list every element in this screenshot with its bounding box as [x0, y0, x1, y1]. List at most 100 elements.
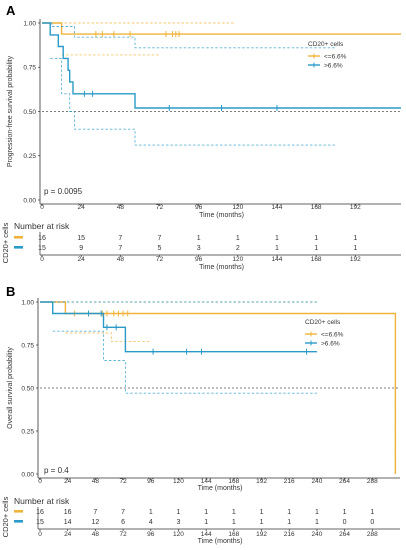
panel-b-y-axis-title: Overall survival probability — [7, 347, 14, 429]
panel-a-x-tick-label: 24 — [78, 204, 86, 211]
panel-b-p-value: p = 0.4 — [44, 466, 69, 475]
panel-b-x-tick-label: 216 — [284, 478, 295, 485]
panel-a-letter: A — [6, 3, 16, 18]
panel-a-risk-count-low: 1 — [197, 235, 201, 242]
panel-b-legend-label-high: >6.6% — [321, 340, 340, 347]
panel-b-risk-tick-label: 24 — [64, 531, 72, 538]
panel-b-risk-count-high: 1 — [260, 519, 264, 526]
panel-b-risk-row-swatch-high — [14, 520, 23, 523]
panel-b-risk-count-high: 1 — [315, 519, 319, 526]
panel-b-x-tick-label: 24 — [64, 478, 72, 485]
panel-b-risk-row-swatch-low — [14, 510, 23, 513]
panel-b-risk-count-high: 6 — [121, 519, 125, 526]
panel-b-risk-tick-label: 72 — [119, 531, 127, 538]
panel-a-x-tick-label: 48 — [117, 204, 125, 211]
panel-b-x-tick-label: 72 — [119, 478, 127, 485]
panel-b-risk-count-high: 1 — [232, 519, 236, 526]
panel-a-risk-count-high: 1 — [314, 245, 318, 252]
panel-a-risk-count-high: 3 — [197, 245, 201, 252]
panel-b-risk-x-axis-title: Time (months) — [198, 538, 243, 545]
panel-b-x-tick-label: 192 — [256, 478, 267, 485]
panel-b-risk-count-high: 0 — [370, 519, 374, 526]
panel-b-risk-count-high: 1 — [287, 519, 291, 526]
panel-a-x-tick-label: 168 — [311, 204, 322, 211]
panel-b-risk-tick-label: 168 — [228, 531, 239, 538]
panel-a-x-tick-label: 0 — [40, 204, 44, 211]
panel-a-risk-count-low: 16 — [38, 235, 46, 242]
panel-b-y-tick-label: 0.00 — [21, 471, 34, 478]
panel-b-x-tick-label: 168 — [228, 478, 239, 485]
panel-b-risk-count-low: 1 — [260, 509, 264, 516]
panel-a-legend-label-low: <=6.6% — [324, 53, 347, 60]
panel-a-y-tick-label: 0.50 — [23, 109, 36, 116]
panel-a-risk-count-high: 15 — [38, 245, 46, 252]
panel-b-legend-title: CD20+ cells — [305, 319, 341, 326]
panel-b-risk-count-high: 12 — [91, 519, 99, 526]
panel-b-risk-count-low: 7 — [93, 509, 97, 516]
panel-b-risk-tick-label: 120 — [173, 531, 184, 538]
panel-a-x-tick-label: 96 — [195, 204, 203, 211]
panel-a-y-tick-label: 0.25 — [23, 153, 36, 160]
panel-b-x-tick-label: 0 — [38, 478, 42, 485]
panel-b-x-tick-label: 144 — [201, 478, 212, 485]
panel-b-x-tick-label: 240 — [311, 478, 322, 485]
panel-a-x-tick-label: 120 — [232, 204, 243, 211]
panel-a-risk-row-swatch-high — [14, 246, 23, 249]
panel-b-risk-count-high: 15 — [36, 519, 44, 526]
panel-a-risk-x-axis-title: Time (months) — [199, 264, 244, 271]
panel-a-risk-count-high: 9 — [79, 245, 83, 252]
panel-b-x-tick-label: 120 — [173, 478, 184, 485]
panel-b-risk-count-low: 1 — [287, 509, 291, 516]
panel-b-risk-count-low: 1 — [204, 509, 208, 516]
panel-a-risk-count-low: 7 — [158, 235, 162, 242]
panel-b-risk-count-low: 7 — [121, 509, 125, 516]
panel-b-risk-tick-label: 96 — [147, 531, 155, 538]
panel-b-risk-count-high: 0 — [343, 519, 347, 526]
panel-a-risk-row-swatch-low — [14, 236, 23, 239]
panel-a-risk-side-label: CD20+ cells — [1, 222, 10, 263]
panel-a-curve-high — [42, 22, 401, 109]
panel-b-risk-tick-label: 264 — [339, 531, 350, 538]
panel-b-ci-lower-high — [52, 330, 317, 394]
panel-a-risk-count-low: 1 — [275, 235, 279, 242]
panel-a-risk-tick-label: 144 — [272, 256, 283, 263]
panel-a-p-value: p = 0.0095 — [44, 187, 83, 196]
panel-a-risk-count-high: 1 — [353, 245, 357, 252]
panel-a-risk-count-low: 1 — [236, 235, 240, 242]
panel-b-risk-tick-label: 48 — [92, 531, 100, 538]
panel-a-y-tick-label: 0.75 — [23, 65, 36, 72]
panel-b-y-tick-label: 0.25 — [21, 428, 34, 435]
panel-a-risk-tick-label: 120 — [232, 256, 243, 263]
panel-b-x-tick-label: 288 — [367, 478, 378, 485]
panel-b-risk-tick-label: 144 — [201, 531, 212, 538]
panel-b-risk-count-low: 1 — [232, 509, 236, 516]
panel-a-risk-count-low: 15 — [77, 235, 85, 242]
panel-b-risk-count-low: 1 — [370, 509, 374, 516]
panel-b-risk-count-low: 16 — [36, 509, 44, 516]
panel-b-risk-tick-label: 288 — [367, 531, 378, 538]
panel-a-risk-tick-label: 48 — [117, 256, 125, 263]
panel-a-risk-count-high: 7 — [118, 245, 122, 252]
panel-a-x-tick-label: 192 — [350, 204, 361, 211]
panel-b-risk-count-low: 1 — [315, 509, 319, 516]
panel-b-x-tick-label: 48 — [92, 478, 100, 485]
panel-b-risk-count-low: 16 — [64, 509, 72, 516]
panel-a-risk-count-high: 1 — [275, 245, 279, 252]
panel-b-x-tick-label: 96 — [147, 478, 155, 485]
panel-a-y-axis-title: Progression-free survival probability — [7, 55, 14, 167]
panel-b-ci-lower-low — [65, 332, 151, 343]
panel-b-risk-count-high: 4 — [149, 519, 153, 526]
panel-a-ci-upper-high — [42, 22, 336, 49]
panel-a-risk-tick-label: 192 — [350, 256, 361, 263]
panel-a-risk-tick-label: 24 — [78, 256, 86, 263]
panel-b-y-tick-label: 0.50 — [21, 385, 34, 392]
panel-b-y-tick-label: 1.00 — [21, 299, 34, 306]
panel-a-ci-lower-high — [50, 57, 336, 146]
panel-b-y-tick-label: 0.75 — [21, 342, 34, 349]
panel-b-legend-label-low: <=6.6% — [321, 331, 344, 338]
panel-b-risk-count-low: 1 — [149, 509, 153, 516]
panel-b-risk-count-low: 1 — [177, 509, 181, 516]
panel-b-risk-side-label: CD20+ cells — [1, 496, 10, 537]
panel-b-risk-tick-label: 240 — [311, 531, 322, 538]
